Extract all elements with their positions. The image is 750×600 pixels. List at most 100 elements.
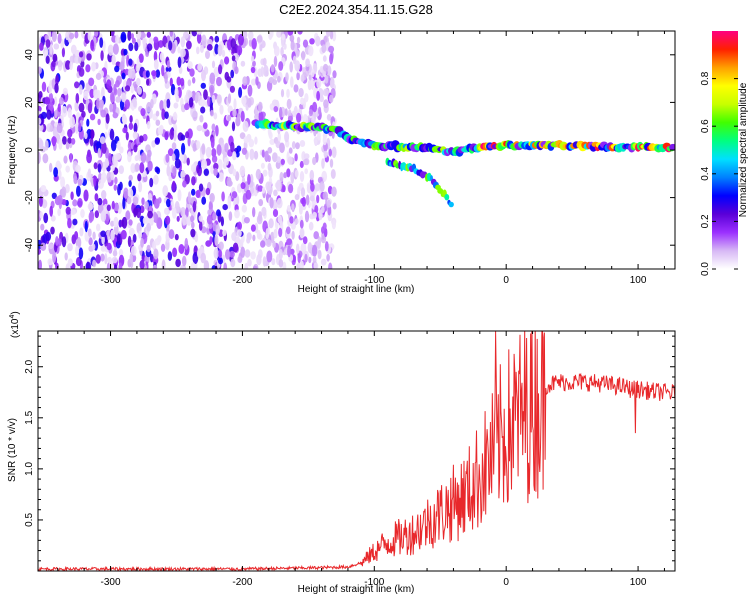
- spectrogram-noise-cell: [244, 249, 251, 258]
- spectrogram-y-tick-label: -40: [24, 238, 35, 253]
- spectrogram-noise-cell: [47, 258, 53, 266]
- spectrogram-noise-cell: [186, 157, 190, 166]
- spectrogram-noise-cell: [187, 90, 193, 98]
- spectrogram-noise-cell: [273, 228, 278, 239]
- spectrogram-noise-cell: [51, 192, 57, 199]
- spectrogram-x-tick-label: 0: [503, 275, 509, 286]
- spectrogram-noise-cell: [200, 252, 206, 264]
- spectrogram-noise-cell: [205, 187, 211, 196]
- spectrogram-noise-cell: [301, 196, 307, 207]
- spectrogram-noise-cell: [180, 77, 185, 87]
- spectrogram-noise-cell: [155, 110, 160, 117]
- spectrogram-noise-cell: [331, 219, 336, 230]
- spectrogram-noise-cell: [154, 238, 161, 246]
- spectrogram-noise-cell: [315, 35, 321, 47]
- spectrogram-noise-cell: [129, 115, 133, 123]
- spectrogram-noise-cell: [214, 234, 219, 247]
- spectrogram-noise-cell: [160, 243, 166, 252]
- spectrogram-noise-cell: [134, 155, 139, 162]
- spectrogram-noise-cell: [100, 253, 105, 262]
- snr-x-tick-label: -100: [364, 577, 384, 588]
- spectrogram-noise-cell: [273, 106, 279, 113]
- spectrogram-noise-cell: [322, 222, 327, 231]
- spectrogram-noise-cell: [70, 208, 76, 216]
- spectrogram-noise-cell: [57, 194, 63, 205]
- spectrogram-noise-cell: [277, 75, 281, 83]
- spectrogram-noise-cell: [215, 125, 219, 137]
- spectrogram-noise-cell: [267, 147, 273, 154]
- spectrogram-noise-cell: [218, 257, 223, 265]
- spectrogram-noise-cell: [104, 253, 108, 265]
- spectrogram-noise-cell: [191, 188, 196, 196]
- spectrogram-noise-cell: [86, 118, 90, 127]
- spectrogram-x-tick-label: -200: [232, 275, 252, 286]
- spectrogram-noise-cell: [286, 226, 291, 235]
- spectrogram-noise-cell: [268, 218, 274, 229]
- snr-x-tick-label: 0: [503, 577, 509, 588]
- spectrogram-noise-cell: [50, 226, 55, 235]
- spectrogram-noise-cell: [327, 205, 332, 216]
- spectrogram-noise-cell: [169, 31, 173, 37]
- spectrogram-noise-cell: [266, 250, 273, 263]
- spectrogram-noise-cell: [43, 212, 49, 224]
- spectrogram-noise-cell: [213, 247, 219, 259]
- spectrogram-noise-cell: [309, 38, 315, 45]
- spectrogram-noise-cell: [301, 50, 306, 61]
- spectrogram-noise-cell: [297, 252, 301, 264]
- spectrogram-x-tick-label: 100: [630, 275, 647, 286]
- spectrogram-noise-cell: [278, 248, 283, 260]
- spectrogram-noise-cell: [258, 211, 263, 222]
- spectrogram-noise-cell: [157, 197, 162, 204]
- spectrogram-noise-cell: [265, 181, 272, 191]
- snr-series-line: [38, 331, 675, 571]
- spectrogram-noise-cell: [127, 235, 132, 248]
- spectrogram-noise-cell: [198, 221, 203, 231]
- spectrogram-noise-cell: [123, 187, 129, 199]
- spectrogram-noise-cell: [60, 176, 66, 189]
- spectrogram-noise-cell: [45, 231, 52, 242]
- spectrogram-noise-cell: [154, 137, 160, 145]
- spectrogram-noise-cell: [67, 137, 72, 144]
- spectrogram-noise-cell: [225, 249, 231, 260]
- spectrogram-noise-cell: [165, 153, 170, 163]
- spectrogram-noise-cell: [294, 153, 298, 162]
- spectrogram-noise-cell: [166, 165, 171, 177]
- spectrogram-noise-cell: [191, 221, 195, 229]
- spectrogram-noise-cell: [324, 75, 329, 84]
- spectrogram-noise-cell: [189, 68, 195, 77]
- spectrogram-noise-cell: [85, 82, 90, 92]
- spectrogram-noise-cell: [196, 46, 200, 55]
- spectrogram-noise-cell: [78, 247, 84, 260]
- spectrogram-noise-cell: [162, 185, 169, 197]
- spectrogram-noise-cell: [182, 214, 188, 226]
- spectrogram-noise-cell: [174, 233, 179, 241]
- spectrogram-noise-cell: [312, 101, 318, 113]
- spectrogram-noise-cell: [329, 94, 334, 104]
- spectrogram-noise-cell: [130, 33, 134, 40]
- spectrogram-noise-cell: [41, 81, 47, 93]
- spectrogram-noise-cell: [207, 96, 211, 107]
- spectrogram-noise-cell: [262, 169, 268, 177]
- spectrogram-noise-cell: [53, 96, 58, 107]
- spectrogram-noise-cell: [288, 147, 293, 154]
- spectrogram-noise-cell: [289, 61, 294, 73]
- spectrogram-y-tick-label: 20: [24, 96, 35, 108]
- spectrogram-noise-cell: [227, 114, 232, 122]
- spectrogram-noise-cell: [272, 240, 276, 248]
- spectrogram-noise-cell: [278, 61, 284, 71]
- spectrogram-noise-cell: [96, 97, 100, 110]
- spectrogram-noise-cell: [269, 197, 274, 209]
- spectrogram-noise-cell: [42, 46, 49, 58]
- spectrogram-noise-cell: [326, 253, 330, 262]
- spectrogram-noise-cell: [120, 229, 127, 240]
- spectrogram-noise-cell: [246, 237, 251, 244]
- spectrogram-heatmap: [38, 31, 675, 269]
- spectrogram-noise-cell: [62, 87, 68, 96]
- spectrogram-noise-cell: [277, 132, 281, 142]
- spectrogram-noise-cell: [224, 56, 230, 65]
- spectrogram-noise-cell: [308, 109, 313, 117]
- spectrogram-noise-cell: [321, 205, 325, 213]
- spectrogram-noise-cell: [172, 112, 178, 121]
- spectrogram-noise-cell: [314, 183, 321, 192]
- spectrogram-noise-cell: [106, 242, 112, 251]
